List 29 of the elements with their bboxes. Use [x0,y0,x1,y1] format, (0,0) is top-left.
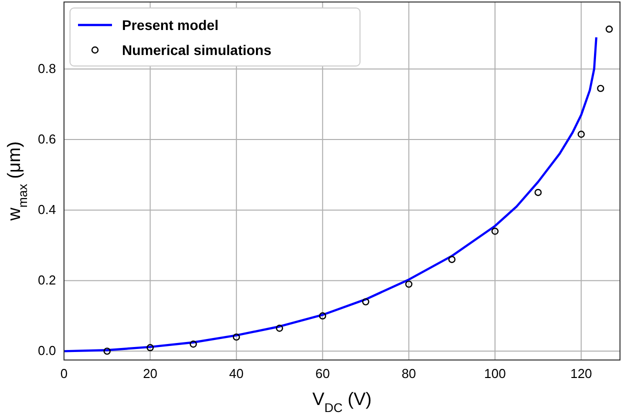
point [405,280,412,288]
y-tick-label: 0.6 [38,132,56,147]
y-tick-label: 0.2 [38,272,56,288]
x-tick-label: 20 [142,366,158,381]
x-tick-label: 100 [484,366,506,381]
x-tick-label: 120 [570,366,592,381]
point [597,84,604,92]
x-axis-title: V$_{DC}$ (V) [312,389,372,415]
x-tick-label: 60 [315,366,330,381]
x-tick-label: 40 [229,366,244,381]
point [276,324,284,332]
point [104,348,111,355]
point [534,188,542,196]
point [362,298,370,306]
point [606,26,613,33]
point [232,333,240,341]
point [578,130,585,138]
point [319,312,326,320]
point [448,256,456,264]
y-tick-label: 0.4 [38,202,56,218]
legend-label: Numerical simulations [122,42,272,58]
point [491,228,499,235]
y-tick-label: 0.8 [38,61,56,76]
point [146,344,154,352]
x-tick-label: 80 [402,366,416,381]
point [190,340,197,348]
y-tick-label: 0.0 [38,343,56,358]
x-tick-label: 0 [60,366,68,381]
legend-label: Present model [122,17,218,33]
